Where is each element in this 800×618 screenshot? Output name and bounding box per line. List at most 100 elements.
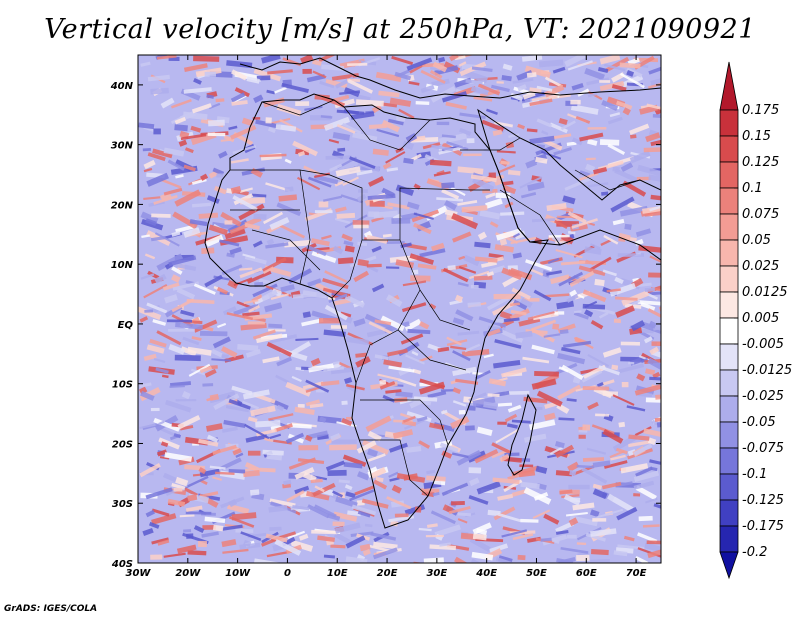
field-streak xyxy=(651,349,661,364)
field-streak xyxy=(523,487,552,505)
field-streak xyxy=(582,303,606,310)
field-streak xyxy=(452,400,467,407)
field-streak xyxy=(335,166,361,177)
field-streak xyxy=(468,467,482,474)
field-streak xyxy=(581,370,603,383)
field-streak xyxy=(139,423,156,430)
colorbar-label: -0.075 xyxy=(742,441,784,456)
field-streak xyxy=(622,107,631,116)
field-streak xyxy=(552,323,560,330)
field-streak xyxy=(579,172,599,181)
field-streak xyxy=(176,287,196,300)
field-streak xyxy=(540,537,552,542)
field-streak xyxy=(313,172,330,179)
field-streak xyxy=(252,240,263,248)
field-streak xyxy=(318,201,329,208)
field-streak xyxy=(204,516,226,524)
field-streak xyxy=(332,521,345,527)
field-streak xyxy=(191,103,212,114)
field-streak xyxy=(204,368,217,378)
field-streak xyxy=(646,290,661,296)
field-streak xyxy=(181,390,191,400)
field-streak xyxy=(426,469,436,475)
field-streak xyxy=(563,494,581,506)
field-streak xyxy=(252,283,278,298)
field-streak xyxy=(556,557,574,563)
field-streak xyxy=(529,98,553,107)
field-streak xyxy=(242,253,256,259)
field-streak xyxy=(452,387,462,394)
field-streak xyxy=(533,289,552,302)
field-streak xyxy=(505,141,515,149)
field-streak xyxy=(198,467,207,475)
field-streak xyxy=(355,352,367,358)
field-streak xyxy=(232,195,258,212)
field-streak xyxy=(403,157,414,165)
field-streak xyxy=(330,325,347,329)
map-title: Vertical velocity [m/s] at 250hPa, VT: 2… xyxy=(44,14,756,45)
field-streak xyxy=(573,311,590,320)
field-streak xyxy=(640,302,656,311)
field-streak xyxy=(566,141,577,146)
field-streak xyxy=(582,289,607,303)
field-streak xyxy=(554,311,565,315)
field-streak xyxy=(620,162,634,173)
field-streak xyxy=(452,350,471,362)
field-streak xyxy=(241,400,260,410)
field-streak xyxy=(586,447,607,455)
field-streak xyxy=(383,359,403,368)
field-streak xyxy=(151,213,171,218)
field-streak xyxy=(615,481,633,488)
field-streak xyxy=(594,278,605,287)
colorbar-box xyxy=(719,161,739,189)
field-streak xyxy=(414,506,422,513)
colorbar-label: -0.125 xyxy=(742,493,784,508)
field-streak xyxy=(450,416,470,429)
field-streak xyxy=(212,444,237,455)
colorbar-box xyxy=(719,343,739,371)
field-streak xyxy=(206,195,220,204)
field-streak xyxy=(349,489,375,502)
field-streak xyxy=(547,257,560,264)
field-streak xyxy=(427,343,442,352)
field-streak xyxy=(305,399,321,407)
field-streak xyxy=(660,466,661,474)
field-streak xyxy=(180,133,207,141)
field-streak xyxy=(388,365,415,373)
field-streak xyxy=(466,138,475,144)
field-streak xyxy=(633,470,660,482)
field-streak xyxy=(278,194,298,202)
lat-tick-label: 20N xyxy=(111,200,134,211)
software-credit: GrADS: IGES/COLA xyxy=(4,604,98,614)
field-streak xyxy=(510,309,527,316)
field-streak xyxy=(401,302,427,313)
field-streak xyxy=(317,535,336,543)
field-streak xyxy=(209,465,226,470)
field-streak xyxy=(406,445,422,453)
field-streak xyxy=(262,449,284,456)
field-streak xyxy=(302,311,311,319)
field-streak xyxy=(222,306,237,316)
field-streak xyxy=(204,71,216,77)
field-streak xyxy=(495,557,518,563)
field-streak xyxy=(357,259,369,267)
field-streak xyxy=(589,509,600,518)
field-streak xyxy=(179,514,195,518)
field-streak xyxy=(501,329,524,343)
field-streak xyxy=(266,550,292,558)
field-streak xyxy=(511,465,540,477)
field-streak xyxy=(180,309,195,317)
field-streak xyxy=(446,141,469,151)
field-streak xyxy=(566,293,579,303)
field-streak xyxy=(552,539,560,544)
field-streak xyxy=(231,385,253,396)
field-streak xyxy=(553,147,572,156)
field-streak xyxy=(168,328,195,332)
field-streak xyxy=(212,476,223,481)
field-streak xyxy=(463,153,482,157)
field-streak xyxy=(269,433,282,440)
field-streak xyxy=(143,167,153,173)
field-streak xyxy=(616,506,638,521)
field-streak xyxy=(648,320,657,329)
field-streak xyxy=(369,200,385,207)
